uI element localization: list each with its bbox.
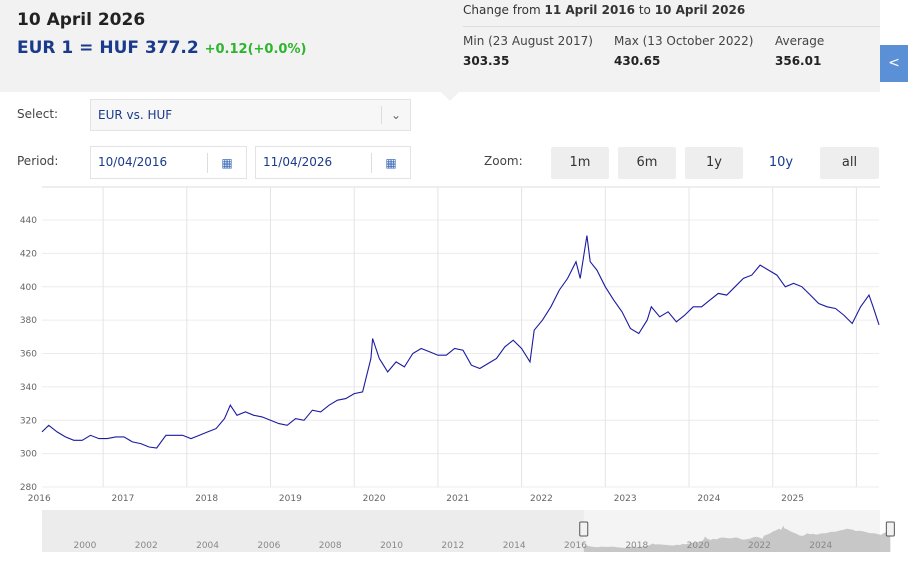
range: Change from 11 April 2016 to 10 April 20… — [463, 3, 745, 17]
max: 430.65 — [614, 54, 661, 68]
navigator-label: 2012 — [441, 541, 464, 551]
from: 10/04/2016 — [98, 155, 168, 169]
pair: EUR 1 = HUF — [17, 38, 139, 58]
x-tick-label: 2022 — [530, 494, 553, 504]
y-tick-label: 360 — [20, 350, 37, 360]
x-tick-label: 2017 — [111, 494, 134, 504]
navigator-label: 2016 — [564, 541, 587, 551]
txt: Change from — [463, 3, 541, 17]
change: +0.12(+0.0%) — [204, 42, 307, 57]
navigator-label: 2000 — [73, 541, 96, 551]
rate-value: 377.2 — [144, 38, 199, 58]
avg-label: Average — [775, 34, 825, 48]
navigator-handle — [885, 521, 895, 537]
zoom-label: Zoom: — [484, 154, 523, 168]
y-tick-label: 320 — [20, 416, 37, 426]
navigator-label: 2002 — [135, 541, 158, 551]
max-label: Max (13 October 2022) — [614, 34, 754, 48]
navigator-mask — [42, 510, 584, 552]
select[interactable]: EUR vs. HUF ⌄ — [90, 99, 411, 131]
x-tick-label: 2025 — [781, 494, 804, 504]
navigator-label: 2018 — [625, 541, 648, 551]
y-tick-label: 280 — [20, 483, 37, 493]
navigator-label: 2024 — [809, 541, 832, 551]
zoom-button[interactable]: all — [820, 147, 879, 179]
period-label: Period: — [17, 154, 59, 168]
rule — [463, 26, 880, 27]
zoom-button[interactable]: 10y — [768, 155, 794, 170]
y-tick-label: 340 — [20, 383, 37, 393]
y-tick-label: 400 — [20, 283, 37, 293]
rate: EUR 1 = HUF 377.2 +0.12(+0.0%) — [17, 38, 306, 58]
x-tick-label: 2016 — [28, 494, 51, 504]
navigator-label: 2022 — [748, 541, 771, 551]
txt: 10 April 2026 — [654, 3, 746, 17]
y-tick-label: 380 — [20, 316, 37, 326]
date: 10 April 2026 — [17, 10, 146, 30]
min-label: Min (23 August 2017) — [463, 34, 593, 48]
txt: to — [638, 3, 651, 17]
navigator-label: 2008 — [319, 541, 342, 551]
min: 303.35 — [463, 54, 510, 68]
select-value: EUR vs. HUF — [98, 108, 173, 122]
select-label: Select: — [17, 107, 59, 121]
until: 11/04/2026 — [263, 155, 333, 169]
navigator-label: 2010 — [380, 541, 403, 551]
x-tick-label: 2024 — [697, 494, 720, 504]
x-tick-label: 2020 — [363, 494, 386, 504]
zoom-button[interactable]: 1y — [685, 147, 743, 179]
y-tick-label: 420 — [20, 249, 37, 259]
line — [41, 235, 880, 449]
zoom-button[interactable]: 1m — [551, 147, 609, 179]
date-until[interactable]: 11/04/2026 ▦ — [255, 146, 411, 179]
x-tick-label: 2019 — [279, 494, 302, 504]
navigator-label: 2004 — [196, 541, 219, 551]
navigator-handle — [579, 521, 589, 537]
navigator-label: 2014 — [503, 541, 526, 551]
x-tick-label: 2023 — [614, 494, 637, 504]
navigator-label: 2020 — [687, 541, 710, 551]
y-tick-label: 300 — [20, 450, 37, 460]
txt: 11 April 2016 — [544, 3, 635, 17]
navigator-label: 2006 — [257, 541, 280, 551]
notch — [441, 92, 459, 101]
date-from[interactable]: 10/04/2016 ▦ — [90, 146, 247, 179]
y-tick-label: 440 — [20, 216, 37, 226]
x-tick-label: 2021 — [446, 494, 469, 504]
zoom-button[interactable]: 6m — [618, 147, 676, 179]
navigator-area — [583, 525, 891, 552]
avg: 356.01 — [775, 54, 822, 68]
x-tick-label: 2018 — [195, 494, 218, 504]
share-button[interactable]: < — [880, 45, 908, 82]
header-bg — [0, 0, 880, 92]
